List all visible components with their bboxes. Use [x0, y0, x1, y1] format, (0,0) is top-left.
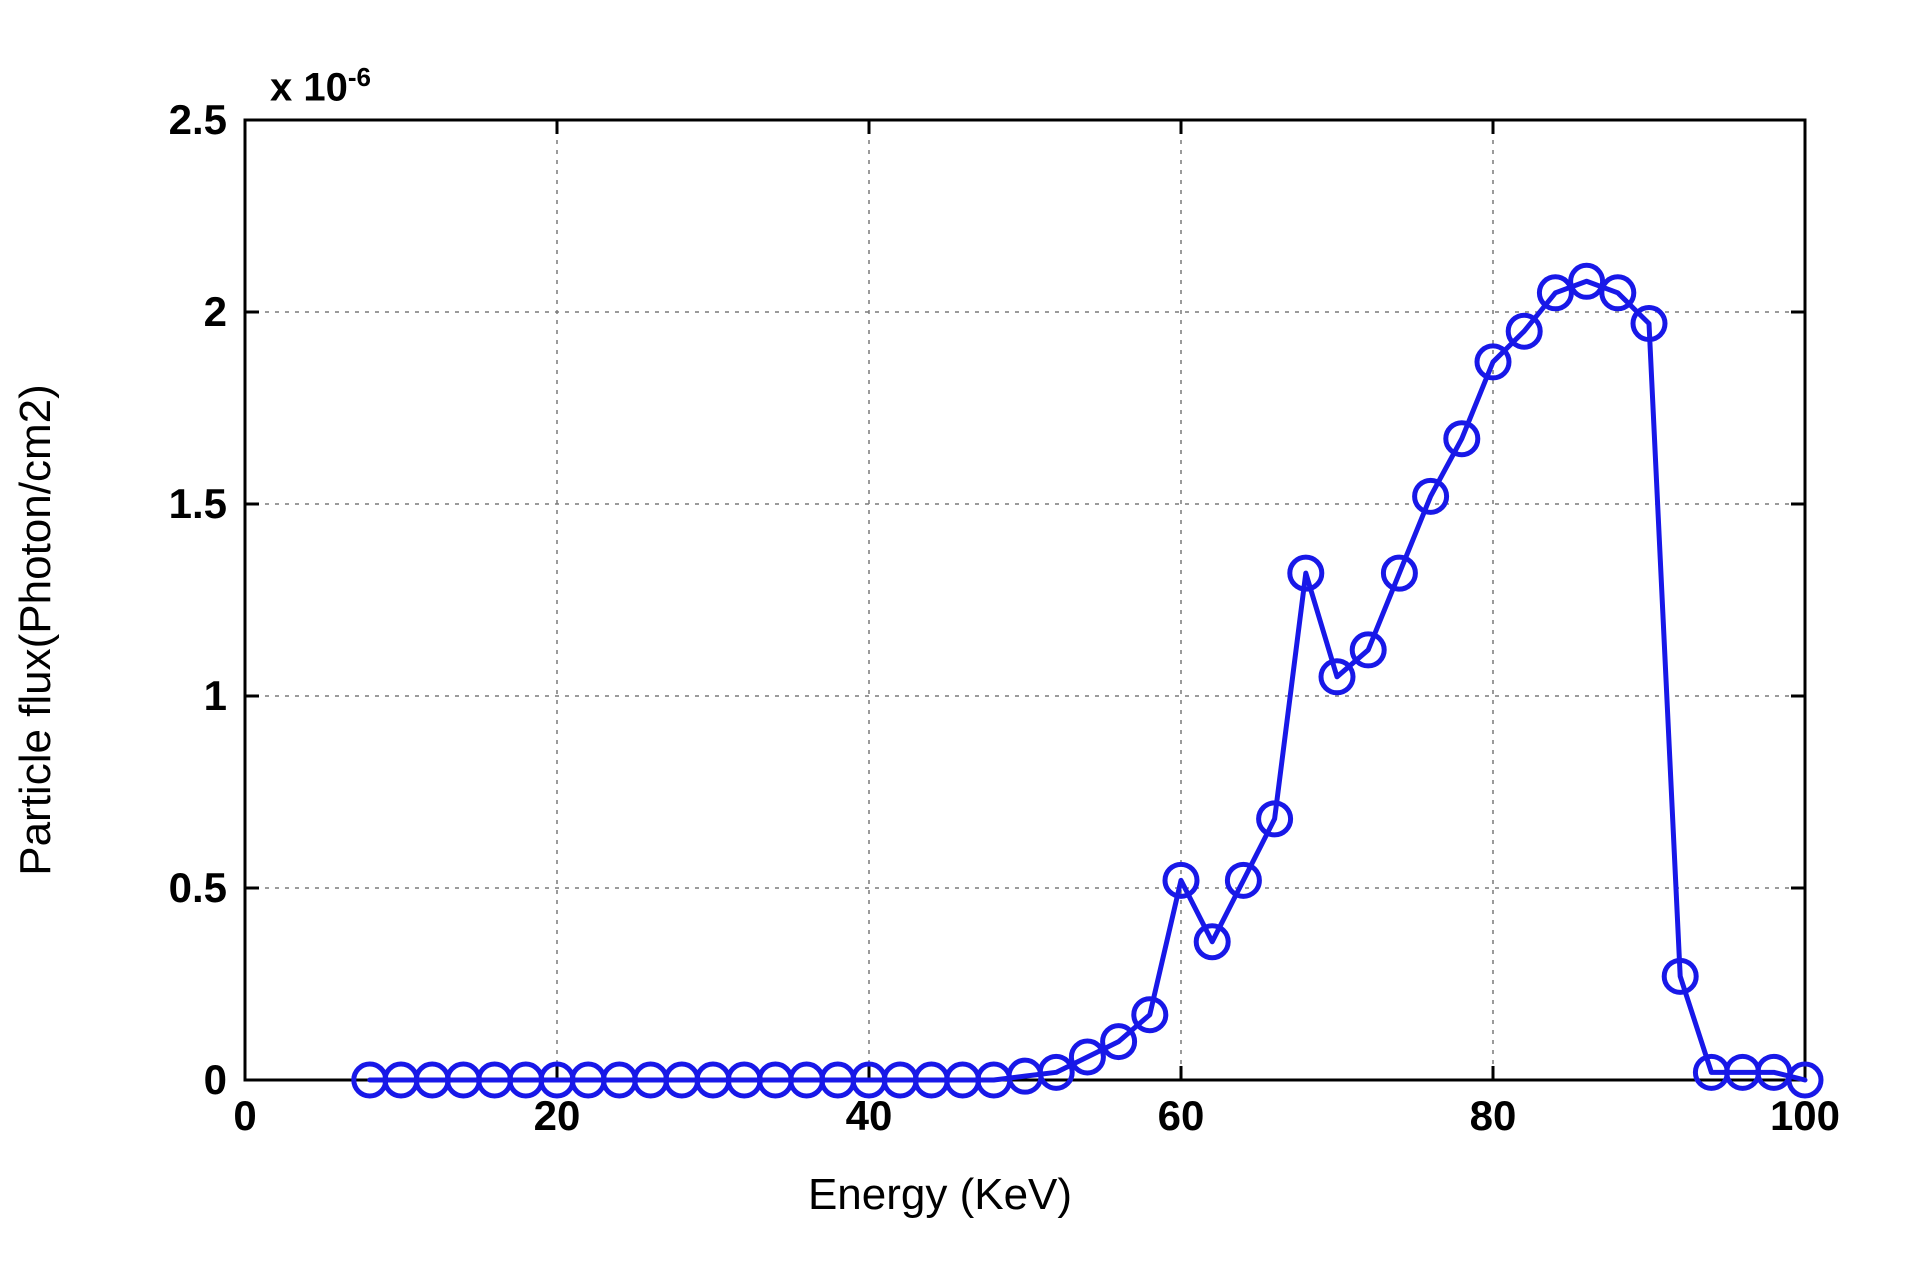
- svg-text:0.5: 0.5: [169, 864, 227, 911]
- chart-container: Particle flux(Photon/cm2) Energy (KeV) x…: [40, 40, 1840, 1220]
- svg-text:2: 2: [204, 288, 227, 335]
- svg-text:80: 80: [1470, 1092, 1517, 1139]
- svg-text:40: 40: [846, 1092, 893, 1139]
- svg-text:1: 1: [204, 672, 227, 719]
- svg-text:1.5: 1.5: [169, 480, 227, 527]
- chart-svg: 0 20 40 60 80 100 0 0.5 1 1.5 2 2.5: [40, 40, 1840, 1220]
- svg-text:60: 60: [1158, 1092, 1205, 1139]
- svg-text:100: 100: [1770, 1092, 1840, 1139]
- svg-text:0: 0: [233, 1092, 256, 1139]
- svg-text:0: 0: [204, 1056, 227, 1103]
- svg-text:20: 20: [534, 1092, 581, 1139]
- svg-text:2.5: 2.5: [169, 96, 227, 143]
